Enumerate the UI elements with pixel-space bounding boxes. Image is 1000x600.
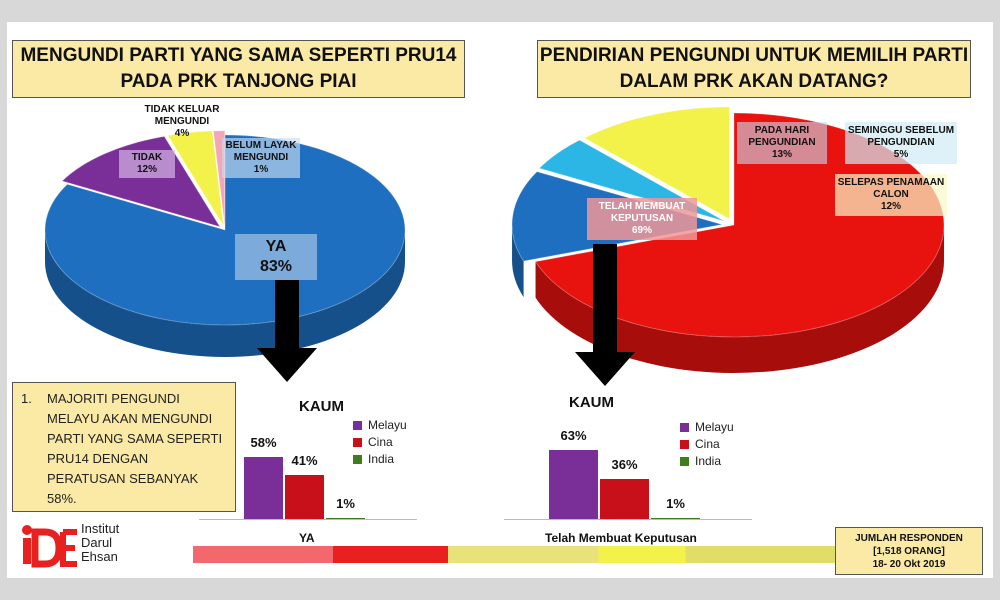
pie-label-belum-layak: BELUM LAYAK MENGUNDI 1% (222, 138, 300, 178)
legend-swatch (680, 457, 689, 466)
survey-dates: 18- 20 Okt 2019 (872, 558, 946, 570)
left-chart-title: MENGUNDI PARTI YANG SAMA SEPERTI PRU14 P… (12, 40, 465, 98)
pie-slice-tidak (61, 135, 222, 228)
pie-slice-belum-layak-mengundi (212, 130, 226, 226)
pie-side-telah-membuat-keputusan (535, 225, 944, 374)
finding-line: MELAYU AKAN MENGUNDI (47, 411, 213, 426)
finding-number: 1. (21, 391, 32, 406)
respondents-title: JUMLAH RESPONDEN (855, 532, 963, 544)
legend-swatch (353, 455, 362, 464)
finding-line: PRU14 DENGAN (47, 451, 149, 466)
right-title-line2: DALAM PRK AKAN DATANG? (619, 71, 889, 92)
bottom-color-strip (193, 546, 448, 563)
finding-line: PERATUSAN SEBANYAK (47, 471, 199, 486)
bar-chart-title: KAUM (299, 398, 344, 415)
bar-data-label: 36% (611, 457, 638, 473)
bar-data-label: 1% (666, 495, 685, 511)
legend-item-cina: Cina (353, 434, 407, 451)
infographic-slide: MENGUNDI PARTI YANG SAMA SEPERTI PRU14 P… (7, 22, 993, 578)
legend-item-india: India (680, 453, 734, 470)
bar-baseline (504, 519, 752, 520)
right-title-line1: PENDIRIAN PENGUNDI UNTUK MEMILIH PARTI (539, 45, 969, 66)
bar-data-label: 1% (336, 495, 355, 511)
legend-swatch (353, 438, 362, 447)
institut-darul-ehsan-logo: Institut Darul Ehsan (21, 522, 151, 572)
bar-data-label: 58% (250, 434, 277, 450)
pie-label-pada-hari: PADA HARI PENGUNDIAN 13% (737, 122, 827, 164)
down-arrow-icon (575, 244, 635, 386)
pie-label-tidak: TIDAK 12% (119, 150, 175, 178)
finding-line: PARTI YANG SAMA SEPERTI (47, 431, 223, 446)
legend-item-cina: Cina (680, 436, 734, 453)
pie-slice-selepas-penamaan-calon (583, 107, 731, 220)
legend-swatch (680, 423, 689, 432)
respondents-count: [1,518 ORANG] (873, 545, 945, 557)
bar-india (326, 517, 365, 519)
legend-item-melayu: Melayu (680, 419, 734, 436)
pie-label-telah-membuat: TELAH MEMBUAT KEPUTUSAN 69% (587, 198, 697, 240)
finding-line: MAJORITI PENGUNDI (47, 391, 180, 406)
pie-label-ya: YA 83% (235, 234, 317, 280)
pie-label-seminggu: SEMINGGU SEBELUM PENGUNDIAN 5% (845, 122, 957, 164)
pie-label-tidak-keluar-mengundi: TIDAK KELUAR MENGUNDI 4% (144, 104, 220, 139)
bar-legend: Melayu Cina India (353, 417, 407, 468)
left-title-line1: MENGUNDI PARTI YANG SAMA SEPERTI PRU14 (20, 45, 457, 66)
right-chart-title: PENDIRIAN PENGUNDI UNTUK MEMILIH PARTI D… (537, 40, 971, 98)
pie-label-selepas: SELEPAS PENAMAAN CALON 12% (835, 174, 947, 216)
left-title-line2: PADA PRK TANJONG PIAI (120, 71, 357, 92)
bar-india (651, 517, 700, 519)
key-finding-box: 1. MAJORITI PENGUNDI MELAYU AKAN MENGUND… (12, 382, 236, 512)
pie-slice-tidak-keluar-mengundi (167, 130, 224, 227)
legend-swatch (680, 440, 689, 449)
legend-item-melayu: Melayu (353, 417, 407, 434)
bar-data-label: 41% (291, 453, 318, 469)
bar-melayu (244, 456, 283, 519)
bar-baseline (199, 519, 417, 520)
bar-legend: Melayu Cina India (680, 419, 734, 470)
respondents-box: JUMLAH RESPONDEN [1,518 ORANG] 18- 20 Ok… (835, 527, 983, 575)
logo-line: Ehsan (81, 549, 118, 564)
bar-chart-xlabel: Telah Membuat Keputusan (545, 531, 697, 545)
bar-chart-title: KAUM (569, 394, 614, 411)
logo-line: Darul (81, 535, 113, 550)
bar-cina (285, 475, 324, 519)
legend-swatch (353, 421, 362, 430)
bar-chart-xlabel: YA (299, 531, 315, 545)
finding-line: 58%. (47, 491, 77, 506)
pie-side-pada-hari-pengundian (512, 224, 524, 298)
logo-line: Institut (81, 521, 120, 536)
bar-melayu (549, 449, 598, 519)
bar-cina (600, 479, 649, 519)
ide-logo-icon (22, 525, 77, 568)
legend-item-india: India (353, 451, 407, 468)
bottom-color-strip (448, 546, 844, 563)
pie-side-ya (45, 230, 405, 357)
bar-data-label: 63% (560, 427, 587, 443)
down-arrow-icon (257, 280, 317, 382)
